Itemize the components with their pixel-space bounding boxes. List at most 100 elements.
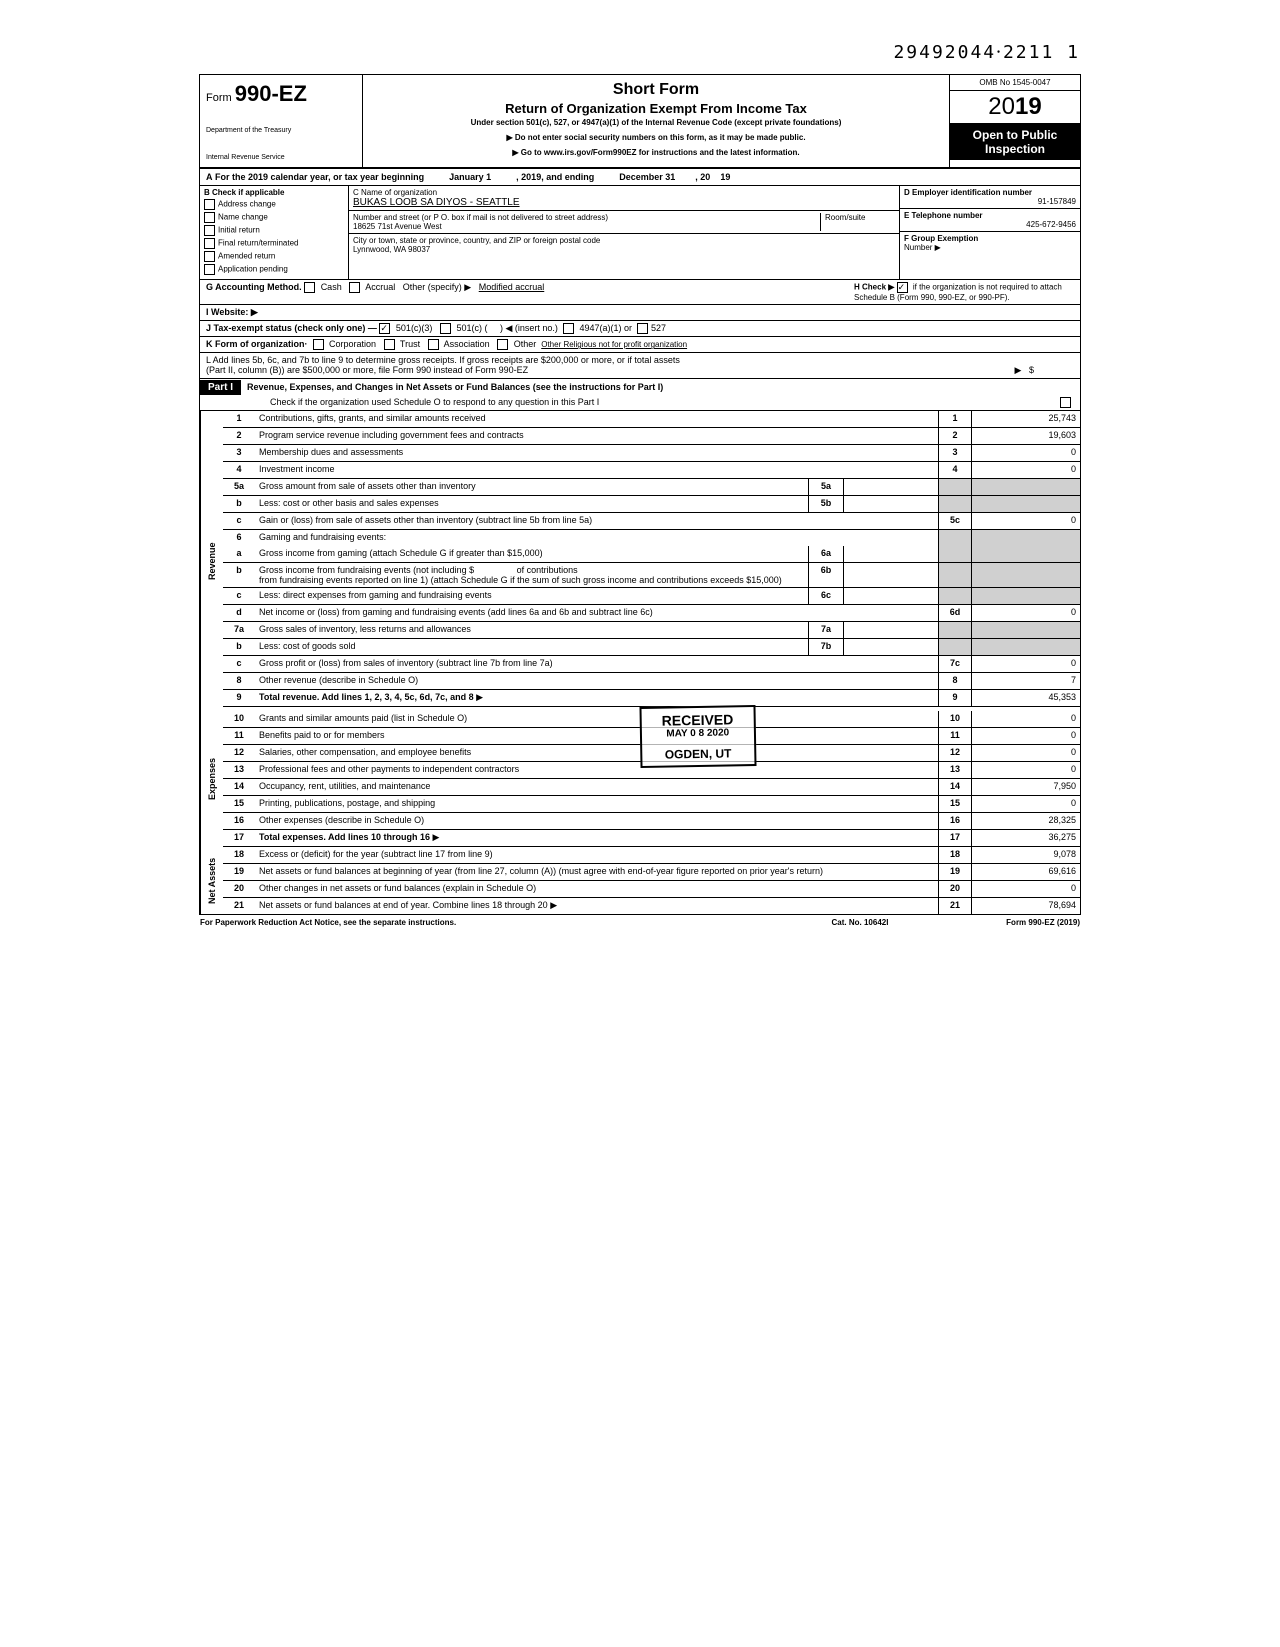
line-20-desc: Other changes in net assets or fund bala… (255, 881, 938, 897)
checkbox-h-schedule-b[interactable] (897, 282, 908, 293)
label-initial-return: Initial return (218, 226, 260, 235)
line-7a-num: 7a (223, 622, 255, 638)
ein-label: D Employer identification number (904, 188, 1032, 197)
website-label: I Website: ▶ (206, 307, 258, 318)
line-11-desc: Benefits paid to or for members (255, 728, 938, 744)
checkbox-other-org[interactable] (497, 339, 508, 350)
line-7a-sub: 7a (808, 622, 843, 638)
header-right: OMB No 1545-0047 2019 Open to Public Ins… (949, 75, 1080, 167)
line-14-col: 14 (938, 779, 971, 795)
other-org-value: Other Religious not for profit organizat… (541, 340, 687, 349)
row-a-text: For the 2019 calendar year, or tax year … (215, 172, 424, 182)
line-13-col: 13 (938, 762, 971, 778)
phone-value: 425-672-9456 (904, 220, 1076, 229)
checkbox-accrual[interactable] (349, 282, 360, 293)
footer-cat-no: Cat. No. 10642I (800, 918, 920, 927)
line-17-val: 36,275 (971, 830, 1080, 846)
line-7a-val-shaded (971, 622, 1080, 638)
line-9-desc: Total revenue. Add lines 1, 2, 3, 4, 5c,… (255, 690, 938, 706)
checkbox-address-change[interactable] (204, 199, 215, 210)
line-16-col: 16 (938, 813, 971, 829)
line-19-num: 19 (223, 864, 255, 880)
checkbox-4947[interactable] (563, 323, 574, 334)
stamp-received: RECEIVED (662, 712, 734, 729)
header-center: Short Form Return of Organization Exempt… (363, 75, 949, 167)
line-14-val: 7,950 (971, 779, 1080, 795)
row-l-gross-receipts: L Add lines 5b, 6c, and 7b to line 9 to … (200, 353, 1080, 379)
checkbox-association[interactable] (428, 339, 439, 350)
checkbox-cash[interactable] (304, 282, 315, 293)
year-bold: 19 (1015, 93, 1042, 120)
checkbox-trust[interactable] (384, 339, 395, 350)
label-application-pending: Application pending (218, 265, 288, 274)
line-5b: b Less: cost or other basis and sales ex… (223, 496, 1080, 513)
checkbox-amended[interactable] (204, 251, 215, 262)
line-10-val: 0 (971, 711, 1080, 727)
label-cash: Cash (321, 282, 342, 292)
line-17-num: 17 (223, 830, 255, 846)
section-bcde: B Check if applicable Address change Nam… (200, 186, 1080, 280)
line-6b-sub: 6b (808, 563, 843, 587)
form-org-label: K Form of organization· (206, 339, 308, 349)
line-5b-val-shaded (971, 496, 1080, 512)
line-6-col-shaded (938, 530, 971, 546)
row-l-arrow: ▶ (1015, 365, 1022, 376)
line-5a-col-shaded (938, 479, 971, 495)
line-6c-val-shaded (971, 588, 1080, 604)
line-21-num: 21 (223, 898, 255, 914)
form-header: Form 990-EZ Department of the Treasury I… (200, 75, 1080, 169)
checkbox-corporation[interactable] (313, 339, 324, 350)
line-6a-col-shaded (938, 546, 971, 562)
checkbox-527[interactable] (637, 323, 648, 334)
vert-label-expenses: Expenses (200, 711, 223, 847)
checkbox-schedule-o[interactable] (1060, 397, 1071, 408)
label-association: Association (444, 339, 490, 349)
line-6d-col: 6d (938, 605, 971, 621)
label-4947: 4947(a)(1) or (579, 323, 632, 333)
checkbox-final-return[interactable] (204, 238, 215, 249)
street-label: Number and street (or P O. box if mail i… (353, 213, 820, 222)
form-number: 990-EZ (235, 81, 307, 106)
vert-label-revenue: Revenue (200, 411, 223, 711)
row-l-text1: L Add lines 5b, 6c, and 7b to line 9 to … (206, 355, 1074, 365)
line-19-desc: Net assets or fund balances at beginning… (255, 864, 938, 880)
line-9: 9 Total revenue. Add lines 1, 2, 3, 4, 5… (223, 690, 1080, 707)
group-exemption-label: F Group Exemption (904, 234, 978, 243)
group-exemption-number: Number ▶ (904, 243, 941, 252)
col-b-checkboxes: B Check if applicable Address change Nam… (200, 186, 349, 279)
checkbox-application-pending[interactable] (204, 264, 215, 275)
line-18-num: 18 (223, 847, 255, 863)
city-value: Lynnwood, WA 98037 (353, 245, 895, 254)
line-5c: c Gain or (loss) from sale of assets oth… (223, 513, 1080, 530)
line-12-desc: Salaries, other compensation, and employ… (255, 745, 938, 761)
line-9-val: 45,353 (971, 690, 1080, 706)
label-other-specify: Other (specify) ▶ (403, 282, 471, 292)
line-10-desc: Grants and similar amounts paid (list in… (255, 711, 938, 727)
line-19: 19 Net assets or fund balances at beginn… (223, 864, 1080, 881)
line-19-col: 19 (938, 864, 971, 880)
line-6b-subval (843, 563, 938, 587)
row-k-form-org: K Form of organization· Corporation Trus… (200, 337, 1080, 353)
row-i-website: I Website: ▶ (200, 305, 1080, 321)
checkbox-501c[interactable] (440, 323, 451, 334)
line-10-num: 10 (223, 711, 255, 727)
label-a: A (206, 172, 213, 182)
checkbox-name-change[interactable] (204, 212, 215, 223)
line-2: 2 Program service revenue including gove… (223, 428, 1080, 445)
line-20: 20 Other changes in net assets or fund b… (223, 881, 1080, 898)
line-2-val: 19,603 (971, 428, 1080, 444)
line-7c-desc: Gross profit or (loss) from sales of inv… (255, 656, 938, 672)
line-7c-num: c (223, 656, 255, 672)
footer-form-ref: Form 990-EZ (2019) (920, 918, 1080, 927)
line-7a-subval (843, 622, 938, 638)
line-6a-sub: 6a (808, 546, 843, 562)
checkbox-initial-return[interactable] (204, 225, 215, 236)
line-5a-desc: Gross amount from sale of assets other t… (255, 479, 808, 495)
line-21-val: 78,694 (971, 898, 1080, 914)
checkbox-501c3[interactable] (379, 323, 390, 334)
line-7a-col-shaded (938, 622, 971, 638)
line-5a-num: 5a (223, 479, 255, 495)
line-12-col: 12 (938, 745, 971, 761)
line-17-col: 17 (938, 830, 971, 846)
line-6c-col-shaded (938, 588, 971, 604)
